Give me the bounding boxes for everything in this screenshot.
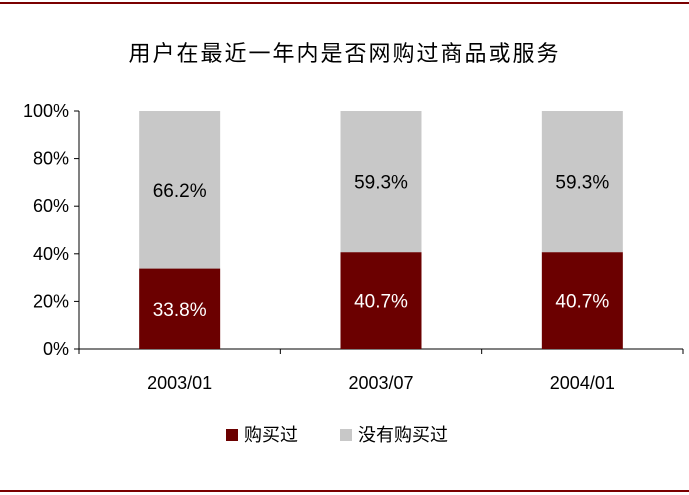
y-tick-label-3: 60% xyxy=(33,196,69,216)
y-tick-label-1: 20% xyxy=(33,291,69,311)
y-tick-label-0: 0% xyxy=(43,339,69,359)
x-tick-label-1: 2003/07 xyxy=(348,373,413,393)
bar-not-purchased-2 xyxy=(541,111,623,253)
data-label-purchased-0: 33.8% xyxy=(153,300,207,321)
chart-title: 用户在最近一年内是否网购过商品或服务 xyxy=(128,42,561,67)
legend-swatch-not-purchased xyxy=(340,429,352,441)
legend-label-purchased: 购买过 xyxy=(244,425,298,445)
data-label-purchased-2: 40.7% xyxy=(555,292,609,313)
bars xyxy=(139,111,623,349)
data-label-purchased-1: 40.7% xyxy=(354,292,408,313)
bar-purchased-1 xyxy=(340,252,422,349)
y-tick-label-5: 100% xyxy=(23,101,69,121)
data-label-not-purchased-0: 66.2% xyxy=(153,181,207,202)
bar-not-purchased-1 xyxy=(340,111,422,253)
bar-not-purchased-0 xyxy=(139,111,221,269)
legend-label-not-purchased: 没有购买过 xyxy=(358,425,448,445)
data-label-not-purchased-1: 59.3% xyxy=(354,173,408,194)
data-label-not-purchased-2: 59.3% xyxy=(555,173,609,194)
legend-swatch-purchased xyxy=(226,429,238,441)
bar-purchased-0 xyxy=(139,268,221,349)
bar-purchased-2 xyxy=(541,252,623,349)
bottom-frame-line xyxy=(0,490,689,492)
data-labels: 33.8% 66.2% 40.7% 59.3% 40.7% 59.3% xyxy=(153,173,610,321)
x-tick-label-2: 2004/01 xyxy=(550,373,615,393)
y-tick-label-2: 40% xyxy=(33,244,69,264)
legend: 购买过 没有购买过 xyxy=(226,425,448,445)
x-tick-label-0: 2003/01 xyxy=(147,373,212,393)
top-frame-line xyxy=(0,2,689,4)
y-tick-label-4: 80% xyxy=(33,149,69,169)
